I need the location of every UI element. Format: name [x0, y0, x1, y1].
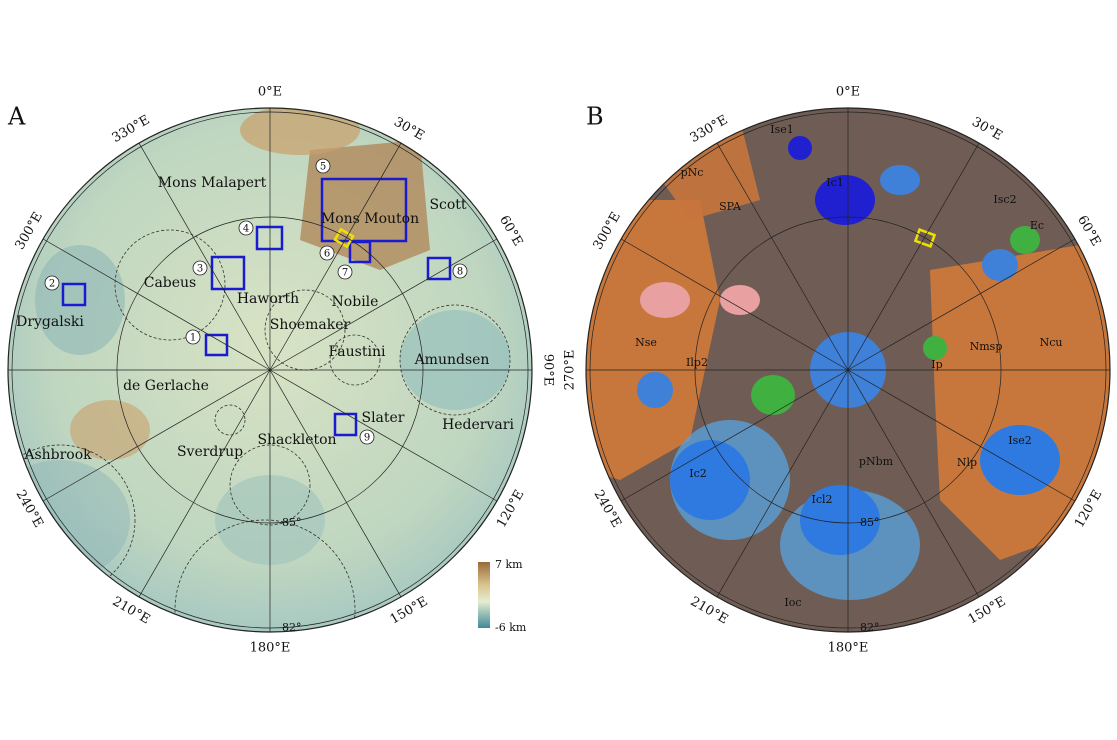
panel-label: B — [586, 103, 604, 131]
meridian — [716, 142, 849, 371]
unit-label: Ic2 — [689, 467, 707, 480]
latitude-circle — [11, 111, 529, 629]
unit-label: SPA — [719, 200, 742, 213]
site-marker — [319, 245, 335, 261]
longitude-label: 30°E — [969, 115, 1005, 144]
graticule — [586, 108, 1110, 632]
unit-label: Ncu — [1040, 336, 1063, 349]
meridian — [269, 369, 498, 502]
place-name: Sverdrup — [177, 444, 243, 460]
place-name: Scott — [429, 197, 466, 213]
site-marker — [44, 275, 60, 291]
longitude-label: 180°E — [250, 641, 291, 656]
latitude-label: 82° — [282, 621, 302, 634]
place-name: Faustini — [329, 344, 386, 360]
meridian — [620, 238, 849, 371]
latitude-label: 85° — [282, 516, 302, 529]
site-marker — [185, 329, 201, 345]
site-number: 5 — [320, 162, 326, 173]
meridian — [847, 369, 1076, 502]
unit-label: Ip — [931, 358, 942, 371]
unit-label: pNbm — [859, 455, 894, 468]
meridian — [42, 238, 271, 371]
longitude-label: 60°E — [1074, 213, 1103, 249]
latitude-label: 82° — [860, 621, 880, 634]
site-number: 4 — [243, 224, 249, 235]
panel-label: A — [7, 103, 26, 131]
site-marker — [452, 263, 468, 279]
unit-label: Ise1 — [770, 123, 794, 136]
place-name: Mons Malapert — [158, 175, 267, 191]
meridian — [269, 369, 402, 598]
unit-label: pNc — [681, 166, 704, 179]
site-number: 2 — [49, 279, 55, 290]
place-name: de Gerlache — [123, 378, 209, 394]
site-marker — [192, 260, 208, 276]
meridian — [847, 369, 980, 598]
place-name: Mons Mouton — [321, 211, 419, 227]
longitude-label: 90°E — [541, 354, 556, 387]
meridian — [716, 369, 849, 598]
study-box — [913, 228, 937, 248]
place-name: Nobile — [332, 294, 379, 310]
site-number: 6 — [324, 249, 330, 260]
colorbar-max: 7 km — [495, 558, 523, 571]
meridian — [847, 238, 1076, 371]
elevation-map — [8, 108, 532, 632]
site-marker — [315, 158, 331, 174]
site-number: 9 — [364, 433, 370, 444]
site-number: 1 — [190, 333, 196, 344]
meridian — [269, 238, 498, 371]
latitude-label: 85° — [860, 516, 880, 529]
place-name: Ashbrook — [23, 447, 92, 463]
unit-label: Nse — [635, 336, 657, 349]
longitude-label: 0°E — [258, 85, 282, 100]
place-name: Slater — [361, 410, 404, 426]
site-number: 7 — [342, 268, 348, 279]
latitude-circle — [589, 111, 1107, 629]
unit-label: Ilp2 — [686, 356, 708, 369]
unit-label: Icl2 — [811, 493, 832, 506]
colorbar-min: -6 km — [495, 621, 527, 634]
longitude-label: 60°E — [496, 213, 525, 249]
graticule — [8, 108, 532, 632]
place-name: Drygalski — [16, 314, 84, 330]
unit-label: Isc2 — [993, 193, 1016, 206]
latitude-circle — [694, 216, 1002, 524]
unit-label: Ioc — [784, 596, 801, 609]
meridian — [620, 369, 849, 502]
latitude-circle — [116, 216, 424, 524]
site-marker — [359, 429, 375, 445]
meridian — [42, 369, 271, 502]
meridian — [847, 142, 980, 371]
place-name: Cabeus — [144, 275, 197, 291]
meridian — [138, 142, 271, 371]
place-name: Shackleton — [257, 432, 336, 448]
unit-label: Nmsp — [970, 340, 1003, 353]
unit-label: Nlp — [957, 456, 977, 469]
longitude-label: 30°E — [391, 115, 427, 144]
meridian — [138, 369, 271, 598]
longitude-label: 0°E — [836, 85, 860, 100]
longitude-label: 180°E — [828, 641, 869, 656]
unit-label: Ic1 — [826, 176, 844, 189]
unit-label: Ec — [1030, 219, 1044, 232]
site-marker — [238, 220, 254, 236]
unit-label: Ise2 — [1008, 434, 1032, 447]
longitude-label: 270°E — [563, 350, 578, 391]
site-marker — [337, 264, 353, 280]
place-name: Amundsen — [414, 352, 490, 368]
meridian — [269, 142, 402, 371]
colorbar — [478, 562, 490, 628]
place-name: Hedervari — [442, 417, 514, 433]
site-number: 3 — [197, 264, 203, 275]
site-number: 8 — [457, 267, 463, 278]
place-name: Haworth — [237, 291, 299, 307]
place-name: Shoemaker — [270, 317, 351, 333]
